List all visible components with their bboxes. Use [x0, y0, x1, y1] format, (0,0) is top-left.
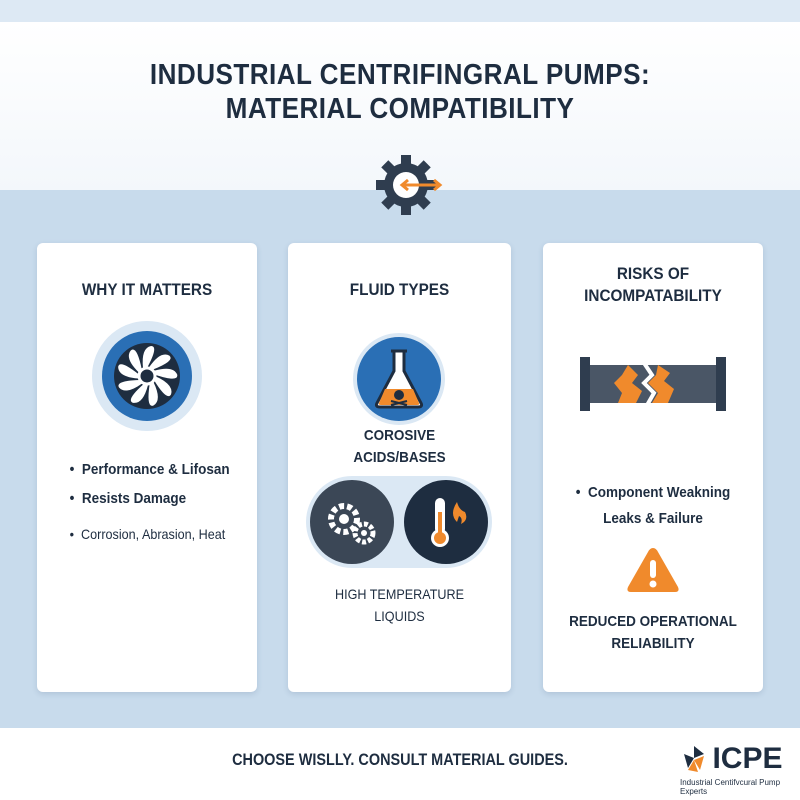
bullet-item: • Performance & Lifosan: [69, 461, 230, 478]
top-band: [0, 0, 800, 22]
card-heading: FLUID TYPES: [349, 280, 450, 299]
fluid-label-high-temp: HIGH TEMPERATURE LIQUIDS: [299, 583, 500, 627]
heading-line: INCOMPATABILITY: [584, 286, 722, 305]
label-line: RELIABILITY: [611, 635, 695, 652]
label-line: COROSIVE: [363, 427, 436, 444]
card-risks: RISKS OF INCOMPATABILITY • Component Wea…: [543, 243, 763, 692]
thermometer-fire-icon: [404, 480, 488, 564]
warning-icon: [627, 548, 679, 592]
page-title: INDUSTRIAL CENTRIFINGRAL PUMPS: MATERIAL…: [40, 58, 760, 126]
broken-pipe-icon: [580, 357, 726, 411]
title-line-2: MATERIAL COMPATIBILITY: [225, 93, 575, 125]
bullet-item: • Resists Damage: [69, 490, 187, 507]
logo-mark-icon: [684, 746, 704, 772]
turbine-icon: [102, 331, 192, 421]
bullet-text: Corrosion, Abrasion, Heat: [81, 526, 226, 542]
header: [0, 22, 800, 190]
tagline: CHOOSE WISLLY. CONSULT MATERIAL GUIDES.: [232, 750, 568, 769]
title-line-1: INDUSTRIAL CENTRIFINGRAL PUMPS:: [149, 59, 651, 91]
card-why-it-matters: WHY IT MATTERS • Performance & Lifosan •…: [37, 243, 257, 692]
bullet-text: Leaks & Failure: [603, 510, 703, 527]
heading-line: RISKS OF: [616, 264, 690, 283]
label-line: ACIDS/BASES: [353, 449, 446, 466]
logo-subtitle: Industrial Centifvcural Pump Experts: [680, 778, 781, 796]
bullet-item: • Component Weakning: [575, 484, 731, 501]
icpe-logo: ICPE Industrial Centifvcural Pump Expert…: [680, 742, 800, 796]
logo-text: ICPE: [712, 742, 783, 775]
bullet-text: Component Weakning: [587, 484, 731, 501]
label-line: LIQUIDS: [374, 608, 425, 624]
fluid-label-corrosive: COROSIVE ACIDS/BASES: [299, 425, 500, 469]
label-line: HIGH TEMPERATURE: [334, 586, 465, 602]
warning-label: REDUCED OPERATIONAL RELIABILITY: [554, 611, 752, 655]
card-fluid-types: FLUID TYPES COROSIVE ACIDS/BASES HIGH TE…: [288, 243, 511, 692]
gears-icon: [310, 480, 394, 564]
bullet-text: Resists Damage: [81, 490, 187, 507]
bullet-item: • Corrosion, Abrasion, Heat: [69, 526, 226, 542]
card-heading: WHY IT MATTERS: [81, 280, 213, 299]
turbine-icon-wrap: [92, 321, 202, 431]
gear-arrows-icon: [376, 155, 443, 215]
label-line: REDUCED OPERATIONAL: [569, 613, 737, 630]
bullet-text: Performance & Lifosan: [81, 461, 230, 478]
footer: CHOOSE WISLLY. CONSULT MATERIAL GUIDES. …: [0, 728, 800, 800]
flask-hazard-icon: [353, 333, 445, 425]
card-heading: RISKS OF INCOMPATABILITY: [554, 263, 752, 307]
bullet-item: Leaks & Failure: [554, 507, 752, 531]
